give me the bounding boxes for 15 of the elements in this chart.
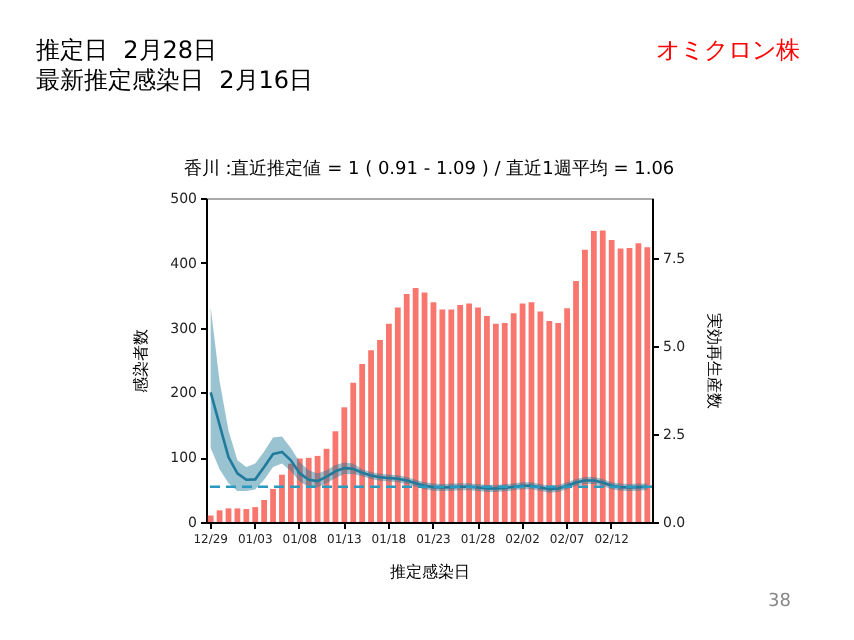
bar bbox=[243, 509, 250, 522]
bar bbox=[207, 515, 214, 522]
text: 38 bbox=[768, 592, 791, 612]
y2-axis-title: 実効再生産数 bbox=[705, 313, 724, 409]
y-axis-title: 感染者数 bbox=[132, 329, 151, 393]
line-series bbox=[209, 391, 649, 491]
bar bbox=[314, 455, 321, 522]
text: 最新推定感染日 2月16日 bbox=[36, 64, 314, 98]
chart-title: 香川 :直近推定値 = 1 ( 0.91 - 1.09 ) / 直近1週平均 = 1.06 bbox=[183, 158, 675, 180]
bar bbox=[644, 247, 651, 522]
text: 推定日 2月28日 bbox=[36, 34, 218, 68]
text: オミクロン株 bbox=[656, 34, 800, 68]
bar bbox=[439, 309, 446, 522]
x-axis-title: 推定感染日 bbox=[390, 563, 470, 581]
bar bbox=[412, 288, 419, 522]
